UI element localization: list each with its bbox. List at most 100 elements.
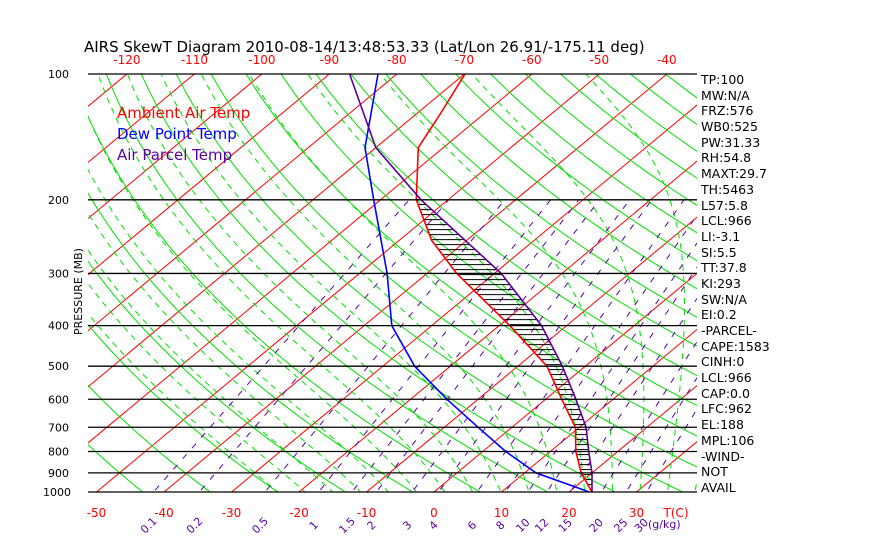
legend-dew-point-temp: Dew Point Temp — [117, 125, 237, 143]
isotherm-line — [96, 74, 600, 492]
isotherm-line — [501, 328, 697, 492]
index-item: NOT — [701, 464, 728, 480]
moist-adiabat-line — [248, 74, 558, 492]
bottom-temp-tick: -10 — [357, 506, 377, 520]
index-item: AVAIL — [701, 479, 736, 495]
index-item: LI:-3.1 — [701, 228, 741, 244]
dry-adiabat-line — [350, 74, 697, 347]
pressure-label: 1000 — [43, 486, 71, 499]
index-item: TP:100 — [701, 72, 745, 87]
index-item: FRZ:576 — [701, 103, 754, 119]
dry-adiabat-line — [805, 74, 870, 501]
moist-adiabat-line — [88, 212, 362, 492]
index-item: LCL:966 — [701, 370, 752, 386]
isotherm-line — [88, 74, 330, 276]
moist-adiabat-line — [585, 74, 685, 492]
isotherm-line — [88, 74, 533, 444]
dry-adiabat-line — [175, 74, 684, 492]
mixing-ratio-line — [527, 242, 697, 492]
moist-adiabat-line — [88, 114, 418, 492]
index-item: EI:0.2 — [701, 307, 737, 323]
pressure-label: 800 — [48, 445, 69, 458]
bottom-temp-tick: 0 — [430, 506, 438, 520]
isotherm-line — [366, 216, 697, 492]
isotherm-line — [433, 272, 697, 492]
chart-title: AIRS SkewT Diagram 2010-08-14/13:48:53.3… — [84, 38, 645, 56]
top-temp-tick: -50 — [590, 53, 610, 67]
mixing-ratio-label: 1 — [307, 518, 321, 532]
plot-area — [88, 74, 870, 501]
index-item: SW:N/A — [701, 291, 747, 307]
isotherm-line — [568, 384, 697, 492]
moist-adiabat-line — [471, 74, 645, 492]
mixing-ratio-line — [437, 199, 653, 492]
mixing-ratio-line — [600, 340, 697, 492]
dry-adiabat-line — [770, 74, 870, 501]
dry-adiabat-line — [88, 260, 347, 492]
mixing-ratio-line — [375, 199, 600, 492]
mixing-ratio-label: 4 — [427, 518, 441, 532]
top-temp-tick: -100 — [248, 53, 275, 67]
mixing-ratio-line — [645, 408, 697, 492]
mixing-ratio-label: 12 — [532, 516, 551, 535]
index-item: L57:5.8 — [701, 197, 748, 213]
dry-adiabat-line — [105, 74, 549, 492]
mixing-ratio-line — [152, 199, 410, 492]
mixing-ratio-line — [198, 199, 450, 492]
index-item: TT:37.8 — [701, 260, 747, 276]
legend-ambient-air-temp: Ambient Air Temp — [117, 104, 250, 122]
pressure-label: 400 — [48, 320, 69, 333]
moist-adiabat-line — [307, 74, 586, 492]
temp-axis-label: T(C) — [662, 506, 688, 520]
mixing-ratio-label: 20 — [587, 516, 606, 535]
top-temp-tick: -90 — [320, 53, 340, 67]
moist-adiabat-line — [126, 74, 474, 492]
legend-air-parcel-temp: Air Parcel Temp — [117, 146, 232, 164]
profile-dew-point-temp — [364, 74, 590, 492]
bottom-temp-tick: 10 — [494, 506, 509, 520]
moist-adiabat-line — [160, 74, 502, 492]
index-item: EL:188 — [701, 417, 744, 433]
index-item: KI:293 — [701, 275, 741, 291]
index-item: PW:31.33 — [701, 134, 761, 150]
dry-adiabat-line — [88, 384, 212, 492]
top-temp-tick: -110 — [181, 53, 208, 67]
index-item: SI:5.5 — [701, 244, 737, 260]
isotherm-line — [88, 74, 398, 332]
index-item: -WIND- — [701, 448, 745, 464]
dry-adiabat-line — [88, 323, 279, 492]
dry-adiabat-line — [525, 74, 697, 206]
moist-adiabat-line — [88, 168, 390, 492]
mixing-ratio-line — [476, 199, 685, 492]
index-item: RH:54.8 — [701, 150, 752, 166]
mixing-ratio-unit: (g/kg) — [648, 518, 681, 531]
mixing-ratio-line — [625, 376, 697, 492]
isotherm-line — [88, 74, 465, 388]
pressure-label: 300 — [48, 267, 69, 280]
mixing-ratio-line — [504, 214, 697, 492]
isotherm-line — [88, 74, 195, 164]
pressure-label: 600 — [48, 393, 69, 406]
bottom-temp-tick: -40 — [154, 506, 174, 520]
index-item: LCL:966 — [701, 213, 752, 229]
mixing-ratio-line — [411, 199, 631, 492]
bottom-temp-tick: -20 — [289, 506, 309, 520]
isotherm-line — [88, 74, 263, 220]
dry-adiabat-line — [280, 74, 697, 407]
moist-adiabat-line — [380, 74, 613, 492]
dry-adiabat-line — [210, 74, 697, 468]
isotherm-line — [163, 74, 668, 492]
moist-adiabat-line — [88, 282, 307, 492]
pressure-label: 100 — [48, 68, 69, 81]
pressure-label: 900 — [48, 467, 69, 480]
isotherm-line — [772, 74, 870, 492]
mixing-ratio-line — [546, 266, 697, 492]
profile-air-parcel-temp — [348, 74, 593, 492]
pressure-label: 500 — [48, 360, 69, 373]
index-item: LFC:962 — [701, 401, 752, 417]
pressure-label: 200 — [48, 194, 69, 207]
index-item: CAPE:1583 — [701, 338, 770, 354]
pressure-label: 700 — [48, 421, 69, 434]
top-temp-tick: -70 — [455, 53, 475, 67]
